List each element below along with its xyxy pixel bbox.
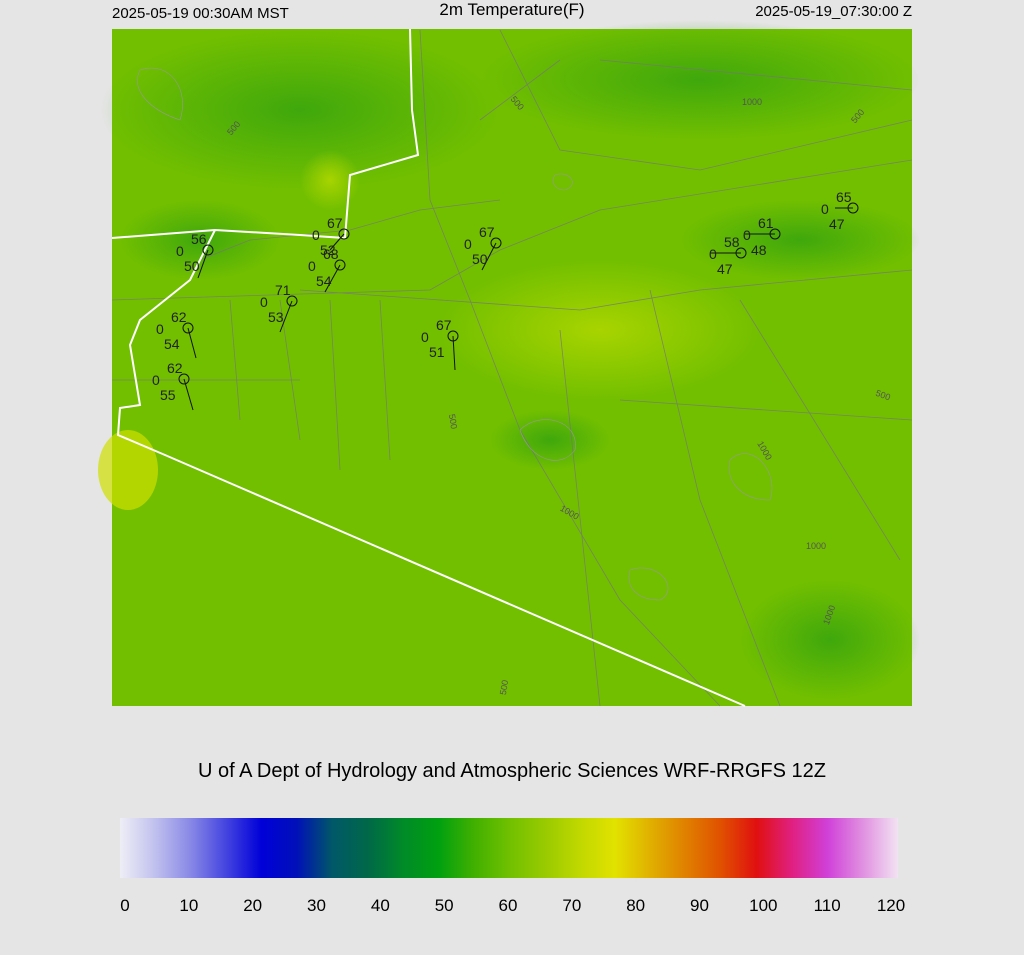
colorbar-tick-label: 80 <box>626 896 645 915</box>
station-dewpoint: 51 <box>429 344 445 360</box>
wind-barb <box>279 300 293 333</box>
station-marker <box>338 228 350 240</box>
colorbar-tick-label: 60 <box>499 896 518 915</box>
station-temperature: 61 <box>758 215 774 231</box>
station-marker <box>447 330 459 342</box>
contour-label: 500 <box>874 388 892 403</box>
station-marker <box>286 295 298 307</box>
station-cloud: 0 <box>156 321 164 337</box>
station-temperature: 67 <box>479 224 495 240</box>
station-temperature: 58 <box>724 234 740 250</box>
local-time: 2025-05-19 00:30AM MST <box>112 5 289 22</box>
station-cloud: 0 <box>176 243 184 259</box>
colorbar-tick-label: 40 <box>371 896 390 915</box>
colorbar-tick-label: 0 <box>120 896 129 915</box>
station-cloud: 0 <box>152 372 160 388</box>
contour-label: 1000 <box>742 97 762 107</box>
station-marker <box>847 202 859 214</box>
station-temperature: 62 <box>171 309 187 325</box>
colorbar-tick-label: 110 <box>814 896 841 915</box>
station-dewpoint: 52 <box>320 242 336 258</box>
station-dewpoint: 54 <box>316 273 332 289</box>
station-marker <box>490 237 502 249</box>
utc-time: 2025-05-19_07:30:00 Z <box>755 3 912 20</box>
station-marker <box>334 259 346 271</box>
station-dewpoint: 47 <box>829 216 845 232</box>
station-marker <box>182 322 194 334</box>
station-temperature: 71 <box>275 282 291 298</box>
map-title: 2m Temperature(F) <box>439 0 584 19</box>
colorbar-tick-label: 20 <box>243 896 262 915</box>
colorbar-tick-label: 50 <box>435 896 454 915</box>
map <box>98 20 920 707</box>
station-temperature: 56 <box>191 231 207 247</box>
colorbar-tick-label: 90 <box>690 896 709 915</box>
colorbar-tick-label: 70 <box>562 896 581 915</box>
station-temperature: 67 <box>327 215 343 231</box>
colorbar-tick-label: 10 <box>179 896 198 915</box>
wind-barb <box>329 233 345 251</box>
contour-label: 1000 <box>806 541 826 551</box>
station-marker <box>735 247 747 259</box>
station-dewpoint: 54 <box>164 336 180 352</box>
station-cloud: 0 <box>421 329 429 345</box>
station-cloud: 0 <box>308 258 316 274</box>
contour-label: 500 <box>447 413 459 430</box>
station-cloud: 0 <box>709 246 717 262</box>
station-dewpoint: 55 <box>160 387 176 403</box>
station-temperature: 62 <box>167 360 183 376</box>
station-dewpoint: 50 <box>472 251 488 267</box>
colorbar-tick-label: 100 <box>749 896 777 915</box>
station-cloud: 0 <box>743 227 751 243</box>
station-temperature: 67 <box>436 317 452 333</box>
station-dewpoint: 50 <box>184 258 200 274</box>
station-dewpoint: 48 <box>751 242 767 258</box>
colorbar-tick-label: 120 <box>877 896 905 915</box>
station-cloud: 0 <box>260 294 268 310</box>
station-temperature: 68 <box>323 246 339 262</box>
station-cloud: 0 <box>312 227 320 243</box>
station-cloud: 0 <box>821 201 829 217</box>
station-marker <box>178 373 190 385</box>
colorbar-tick-label: 30 <box>307 896 326 915</box>
contour-label: 500 <box>498 679 510 696</box>
station-dewpoint: 53 <box>268 309 284 325</box>
colorbar <box>120 818 898 878</box>
station-cloud: 0 <box>464 236 472 252</box>
station-marker <box>202 244 214 256</box>
wind-barb <box>452 335 456 371</box>
credit: U of A Dept of Hydrology and Atmospheric… <box>198 760 826 782</box>
station-temperature: 65 <box>836 189 852 205</box>
station-dewpoint: 47 <box>717 261 733 277</box>
station-marker <box>769 228 781 240</box>
